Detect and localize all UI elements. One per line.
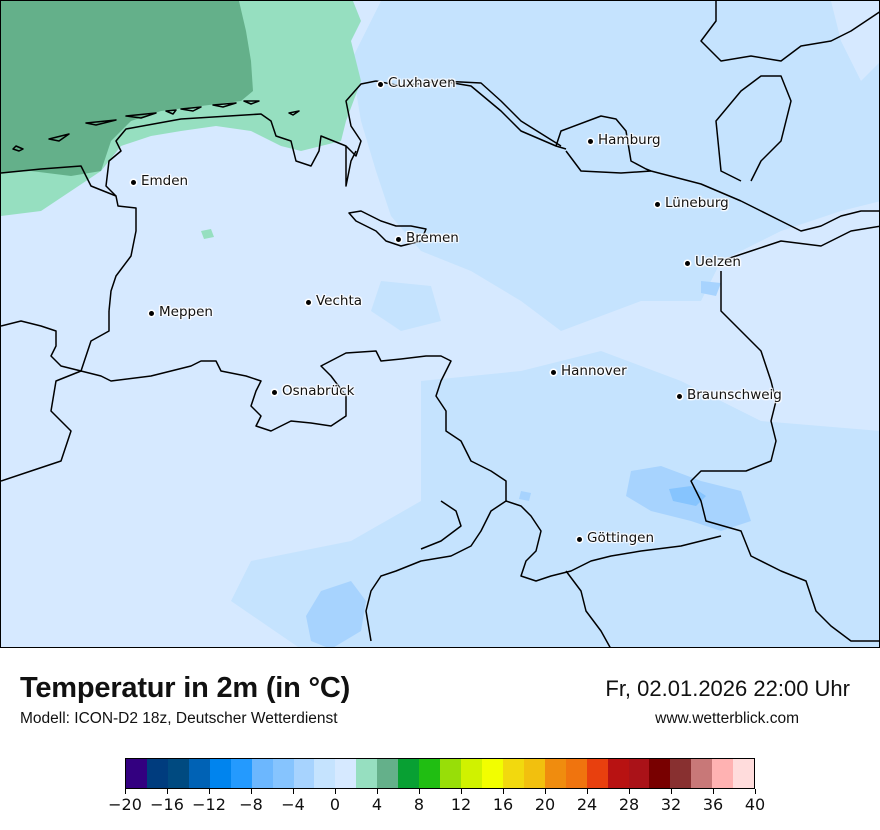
city-braunschweig: Braunschweig	[677, 387, 782, 403]
colorbar-tick	[712, 789, 714, 794]
colorbar-segment	[126, 759, 147, 788]
city-marker-icon	[272, 390, 277, 395]
colorbar-segment	[544, 759, 566, 788]
colorbar-segment	[586, 759, 608, 788]
colorbar-tick-label: 4	[371, 795, 383, 814]
colorbar-tick-label: 0	[329, 795, 341, 814]
colorbar-segment	[314, 759, 336, 788]
colorbar-tick	[334, 789, 336, 794]
colorbar-segment	[377, 759, 399, 788]
colorbar-tick-label: −16	[150, 795, 184, 814]
colorbar-segment	[272, 759, 294, 788]
city-marker-icon	[577, 537, 582, 542]
city-meppen: Meppen	[149, 304, 213, 320]
colorbar-segment	[230, 759, 252, 788]
colorbar-segment	[565, 759, 587, 788]
city-hannover: Hannover	[551, 363, 627, 379]
colorbar-tick-label: 36	[702, 795, 724, 814]
colorbar-segment	[607, 759, 629, 788]
colorbar-segment	[502, 759, 524, 788]
city-marker-icon	[677, 394, 682, 399]
colorbar-tick	[460, 789, 462, 794]
colorbar-tick	[670, 789, 672, 794]
colorbar-segment	[670, 759, 692, 788]
colorbar-segment	[356, 759, 378, 788]
colorbar-tick-label: 16	[492, 795, 514, 814]
city-marker-icon	[396, 237, 401, 242]
colorbar-tick-label: −20	[108, 795, 142, 814]
city-marker-icon	[378, 82, 383, 87]
colorbar-segment	[628, 759, 650, 788]
colorbar-tick	[586, 789, 588, 794]
map-graphic	[1, 1, 879, 647]
city-marker-icon	[588, 139, 593, 144]
colorbar-segment	[523, 759, 545, 788]
city-lueneburg: Lüneburg	[655, 195, 729, 211]
model-subtitle: Modell: ICON-D2 18z, Deutscher Wetterdie…	[20, 710, 338, 727]
colorbar-tick	[250, 789, 252, 794]
colorbar-tick	[628, 789, 630, 794]
city-osnabrueck: Osnabrück	[272, 383, 354, 399]
forecast-datetime: Fr, 02.01.2026 22:00 Uhr	[605, 676, 850, 701]
temperature-map: Cuxhaven Hamburg Emden Lüneburg Bremen U…	[0, 0, 880, 648]
city-goettingen: Göttingen	[577, 530, 654, 546]
colorbar-segment	[146, 759, 168, 788]
city-marker-icon	[551, 370, 556, 375]
temperature-colorbar	[125, 758, 755, 789]
city-uelzen: Uelzen	[685, 254, 741, 270]
city-marker-icon	[131, 180, 136, 185]
city-cuxhaven: Cuxhaven	[378, 75, 456, 91]
colorbar-tick	[418, 789, 420, 794]
colorbar-tick-label: 20	[534, 795, 556, 814]
colorbar-segment	[335, 759, 357, 788]
colorbar-segment	[251, 759, 273, 788]
colorbar-segment	[649, 759, 671, 788]
city-marker-icon	[306, 300, 311, 305]
colorbar-ticks: −20 −16 −12 −8 −4 0 4 8 12 16 20 24 28 32 36 40	[108, 789, 765, 819]
city-marker-icon	[685, 261, 690, 266]
colorbar-segment	[293, 759, 315, 788]
colorbar-tick	[376, 789, 378, 794]
colorbar-segment	[461, 759, 482, 788]
colorbar-tick-label: 28	[618, 795, 640, 814]
chart-title: Temperatur in 2m (in °C)	[20, 672, 351, 704]
colorbar-tick	[208, 789, 210, 794]
city-marker-icon	[149, 311, 154, 316]
colorbar-tick-label: −4	[281, 795, 305, 814]
colorbar-segment	[398, 759, 420, 788]
colorbar-tick-label: 12	[450, 795, 472, 814]
colorbar-segment	[712, 759, 734, 788]
colorbar-tick-label: −12	[192, 795, 226, 814]
colorbar-segment	[481, 759, 503, 788]
colorbar-segment	[209, 759, 231, 788]
colorbar-segment	[733, 759, 755, 788]
colorbar-tick	[502, 789, 504, 794]
colorbar-tick	[292, 789, 294, 794]
colorbar-tick	[754, 789, 756, 794]
city-vechta: Vechta	[306, 293, 362, 309]
colorbar-segment	[188, 759, 210, 788]
colorbar-tick-label: 32	[660, 795, 682, 814]
colorbar-segment	[440, 759, 461, 788]
colorbar-tick-label: −8	[239, 795, 263, 814]
colorbar-segment	[691, 759, 713, 788]
city-hamburg: Hamburg	[588, 132, 661, 148]
colorbar-tick-label: 40	[744, 795, 766, 814]
city-bremen: Bremen	[396, 230, 459, 246]
city-emden: Emden	[131, 173, 188, 189]
colorbar-segment	[419, 759, 441, 788]
colorbar-tick	[166, 789, 168, 794]
city-marker-icon	[655, 202, 660, 207]
colorbar-segment	[167, 759, 189, 788]
colorbar-tick-label: 8	[413, 795, 425, 814]
colorbar-tick-label: 24	[576, 795, 598, 814]
colorbar-tick	[544, 789, 546, 794]
website-link[interactable]: www.wetterblick.com	[655, 710, 799, 727]
colorbar-tick	[124, 789, 126, 794]
